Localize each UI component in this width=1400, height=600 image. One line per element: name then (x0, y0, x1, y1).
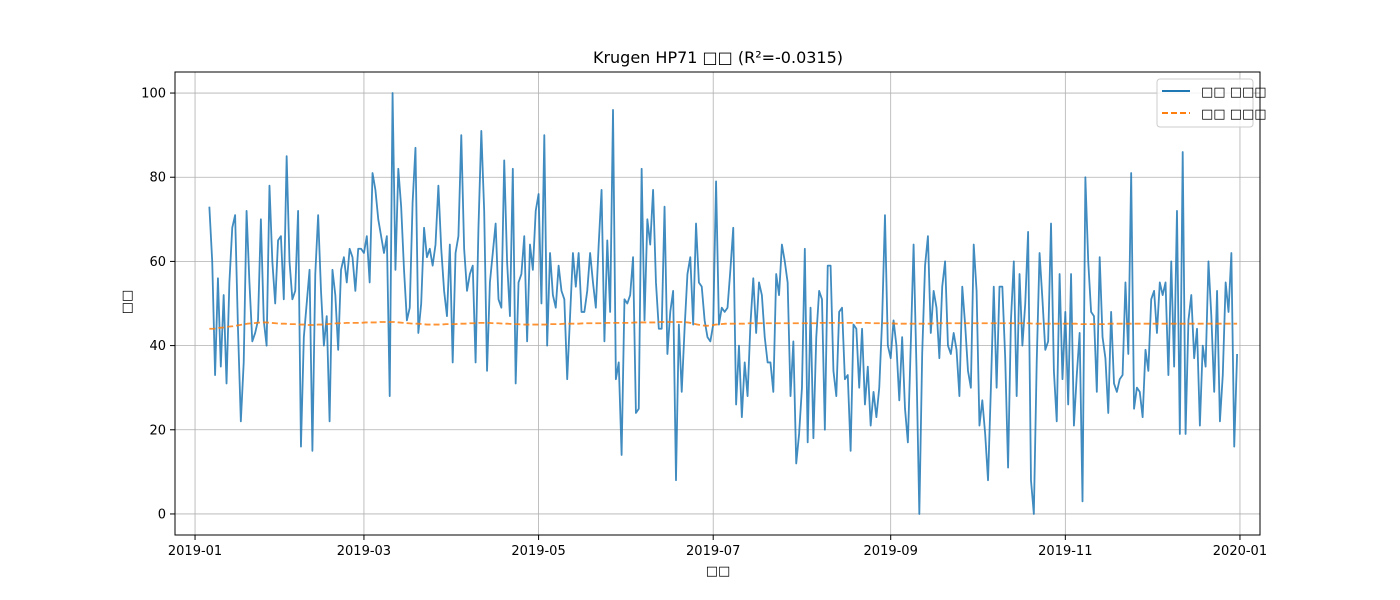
plot-series (208, 92, 1238, 515)
x-tick-label: 2020-01 (1213, 544, 1267, 559)
y-tick-label: 80 (149, 171, 166, 186)
x-tick-label: 2019-01 (168, 544, 222, 559)
x-tick-label: 2019-11 (1038, 544, 1092, 559)
y-axis-label: □□ (120, 290, 135, 315)
y-tick-label: 100 (141, 87, 166, 102)
x-tick-label: 2019-09 (864, 544, 918, 559)
y-tick-label: 60 (149, 255, 166, 270)
plot-frame (174, 71, 1261, 536)
legend-label-predicted: □□ □□□ (1201, 107, 1267, 122)
series-line-observed (208, 92, 1238, 515)
y-tick-label: 20 (149, 423, 166, 438)
legend-label-observed: □□ □□□ (1201, 85, 1267, 100)
x-tick-label: 2019-07 (686, 544, 740, 559)
y-tick-label: 40 (149, 339, 166, 354)
series-line-predicted (209, 321, 1238, 330)
y-axis: 0 20 40 60 80 100 (141, 87, 175, 522)
legend: □□ □□□ □□ □□□ (1156, 78, 1267, 128)
x-tick-label: 2019-03 (337, 544, 391, 559)
chart-title: Krugen HP71 □□ (R²=-0.0315) (593, 48, 843, 67)
y-tick-label: 0 (158, 507, 166, 522)
x-axis-label: □□ (706, 564, 731, 579)
x-tick-label: 2019-05 (511, 544, 565, 559)
x-axis: 2019-01 2019-03 2019-05 2019-07 2019-09 2019-… (168, 535, 1267, 559)
